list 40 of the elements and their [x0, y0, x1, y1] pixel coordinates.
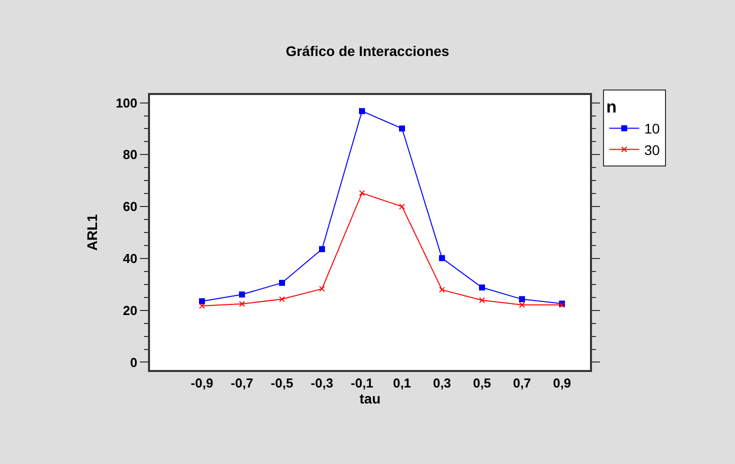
x-tick-label: -0,1: [350, 376, 374, 391]
x-tick-label: -0,5: [270, 376, 294, 391]
x-tick-label: 0,7: [512, 376, 532, 391]
x-tick-label: -0,3: [310, 376, 334, 391]
point: [279, 296, 285, 302]
point: [319, 246, 325, 252]
point: [359, 108, 365, 114]
point: [479, 284, 485, 290]
y-tick-label: 0: [130, 354, 138, 370]
point: [399, 125, 405, 132]
point: [399, 204, 405, 210]
chart-title: Gráfico de Interacciones: [286, 43, 450, 60]
y-tick-label: 20: [122, 302, 138, 318]
point: [199, 298, 205, 304]
point: [319, 286, 325, 292]
point: [239, 300, 245, 307]
point: [239, 292, 245, 298]
legend-label: 30: [644, 142, 660, 158]
point: [519, 302, 525, 308]
point: [479, 297, 485, 304]
point: [359, 190, 365, 196]
x-tick-label: 0,9: [552, 376, 572, 391]
y-tick-label: 40: [122, 250, 138, 266]
y-tick-label: 100: [116, 95, 138, 110]
x-tick-label: 0,5: [472, 376, 492, 391]
y-axis-title: ARL1: [84, 214, 100, 251]
y-tick-label: 60: [122, 199, 138, 214]
x-tick-label: 0,3: [432, 376, 452, 391]
legend-label: 10: [644, 120, 660, 137]
point: [279, 280, 285, 286]
point: [439, 255, 445, 262]
legend-title: n: [606, 98, 617, 117]
x-tick-label: 0,1: [392, 376, 412, 391]
x-axis-title: tau: [360, 390, 380, 407]
x-tick-label: -0,7: [230, 376, 254, 391]
point: [439, 286, 445, 293]
y-tick-label: 80: [122, 147, 138, 162]
x-tick-label: -0,9: [190, 376, 214, 391]
point: [199, 302, 205, 309]
point: [519, 296, 525, 302]
